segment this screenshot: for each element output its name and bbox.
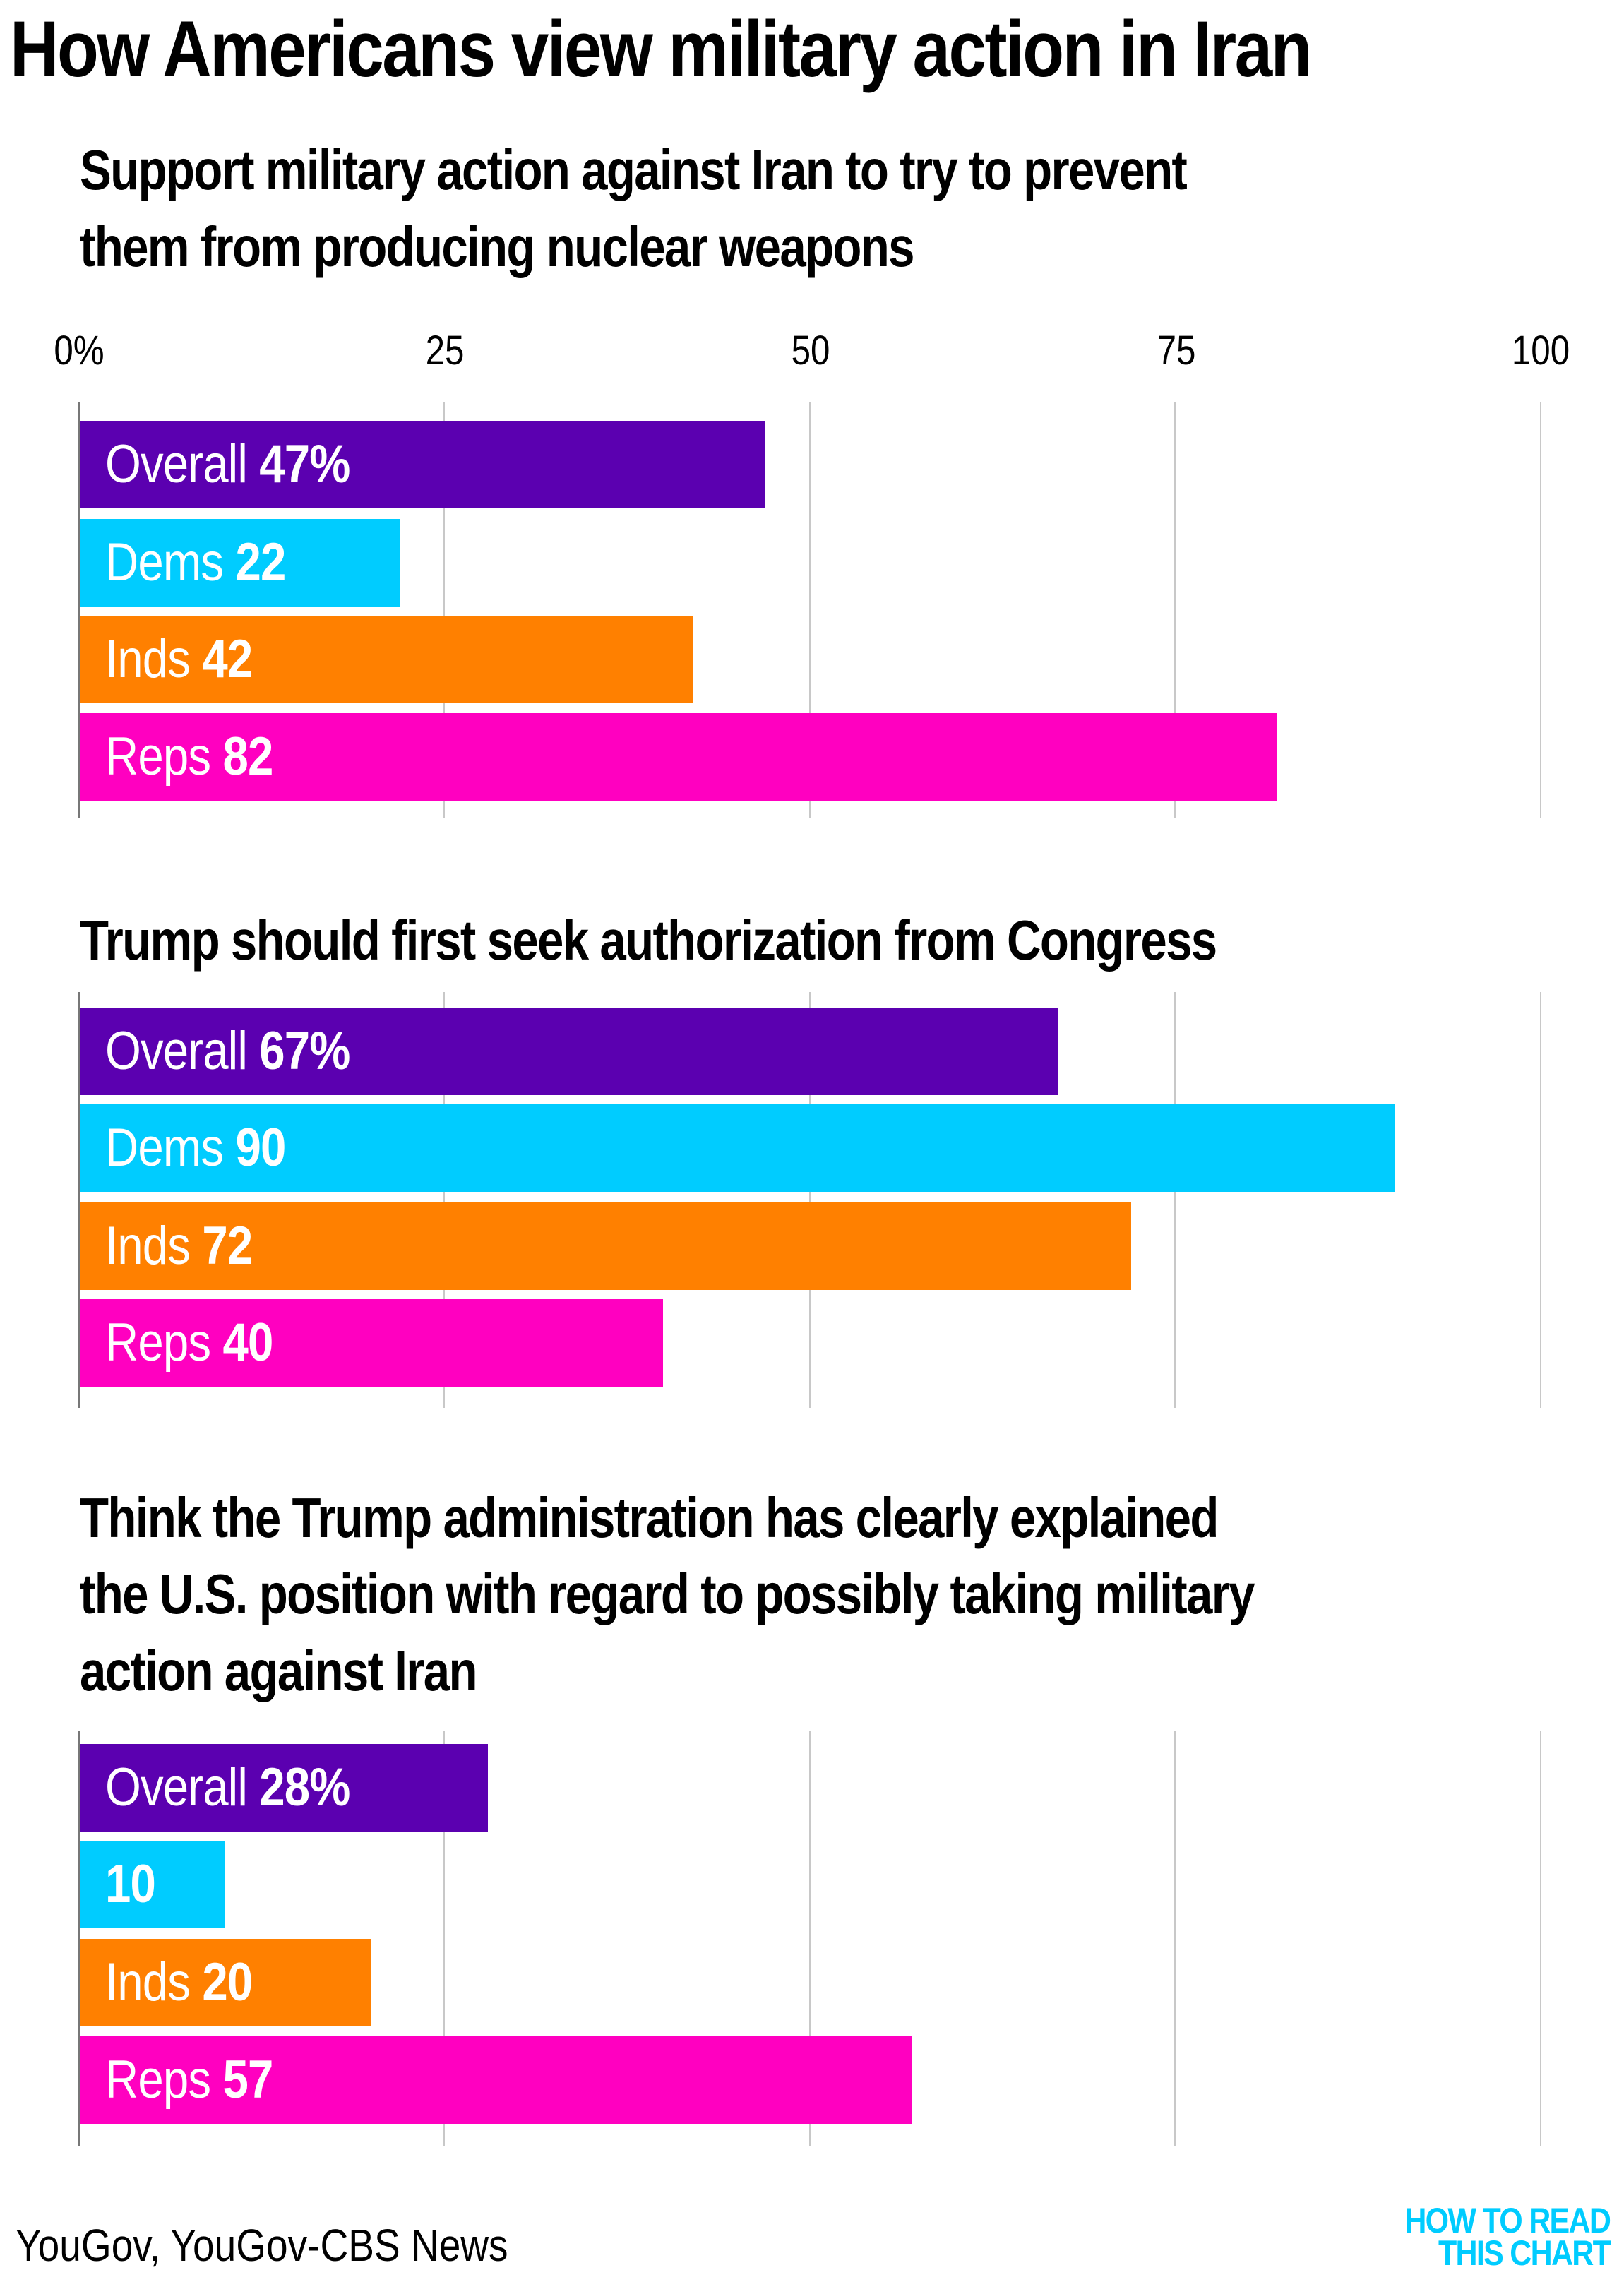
panel-2-title: Trump should first seek authorization fr… [80, 909, 1217, 972]
bar-overall [78, 421, 766, 508]
bar-label-dems: Dems 22 [105, 519, 286, 607]
value-label: 47% [259, 434, 350, 494]
value-label: 82 [222, 727, 273, 787]
x-tick-label-100: 100 [1511, 328, 1570, 374]
gridline-100 [1540, 402, 1541, 818]
bar-label-dems: 10 [105, 1841, 156, 1928]
panel-1-title-line-2: them from producing nuclear weapons [80, 215, 915, 278]
value-label: 40 [222, 1313, 273, 1373]
value-label: 20 [202, 1952, 253, 2012]
category-label: Dems [105, 532, 236, 592]
zero-axis-line [78, 402, 80, 818]
logo-line-1: HOW TO READ [1404, 2201, 1611, 2240]
gridline-100 [1540, 992, 1541, 1408]
bar-label-inds: Inds 42 [105, 616, 253, 703]
gridline-75 [1174, 992, 1176, 1408]
x-tick-label-25: 25 [425, 328, 465, 374]
gridline-25 [443, 1731, 445, 2146]
category-label: Inds [105, 629, 203, 689]
gridline-25 [443, 402, 445, 818]
panel-3-title-line-3: action against Iran [80, 1639, 478, 1702]
x-tick-label-0: 0% [54, 328, 105, 374]
bar-label-reps: Reps 57 [105, 2036, 273, 2124]
category-label: Reps [105, 1313, 223, 1373]
bar-reps [78, 2036, 912, 2124]
category-label: Inds [105, 1952, 203, 2012]
bar-label-reps: Reps 82 [105, 713, 273, 801]
category-label: Inds [105, 1216, 203, 1276]
value-label: 67% [259, 1021, 350, 1081]
bar-inds [78, 1939, 371, 2026]
main-title: How Americans view military action in Ir… [10, 5, 1312, 93]
category-label: Overall [105, 1757, 260, 1817]
x-tick-label-75: 75 [1157, 328, 1196, 374]
how-to-read-this-chart-logo: HOW TO READ THIS CHART [1404, 2201, 1611, 2273]
gridline-50 [808, 1731, 811, 2146]
panel-3-title-line-1: Think the Trump administration has clear… [80, 1486, 1219, 1549]
bar-overall [78, 1744, 488, 1832]
bar-reps [78, 713, 1278, 801]
zero-axis-line [78, 992, 80, 1408]
bar-inds [78, 616, 693, 703]
bar-label-overall: Overall 28% [105, 1744, 350, 1832]
bar-overall [78, 1008, 1058, 1095]
value-label: 10 [105, 1854, 156, 1914]
value-label: 57 [222, 2050, 273, 2110]
gridline-50 [808, 402, 811, 818]
category-label: Reps [105, 727, 223, 787]
bar-label-inds: Inds 72 [105, 1202, 253, 1290]
bar-label-reps: Reps 40 [105, 1299, 273, 1387]
bar-label-dems: Dems 90 [105, 1104, 286, 1192]
value-label: 42 [202, 629, 253, 689]
bar-dems [78, 519, 400, 607]
value-label: 28% [259, 1757, 350, 1817]
bar-dems [78, 1104, 1395, 1192]
bar-reps [78, 1299, 664, 1387]
gridline-75 [1174, 1731, 1176, 2146]
bar-label-overall: Overall 47% [105, 421, 350, 508]
logo-line-2: THIS CHART [1438, 2233, 1611, 2273]
bar-label-overall: Overall 67% [105, 1008, 350, 1095]
gridline-50 [808, 992, 811, 1408]
gridline-100 [1540, 1731, 1541, 2146]
panel-1-title-line-1: Support military action against Iran to … [80, 138, 1188, 201]
gridline-75 [1174, 402, 1176, 818]
bar-inds [78, 1202, 1132, 1290]
category-label: Overall [105, 434, 260, 494]
bar-label-inds: Inds 20 [105, 1939, 253, 2026]
zero-axis-line [78, 1731, 80, 2146]
bar-dems [78, 1841, 225, 1928]
value-label: 90 [235, 1118, 287, 1178]
source-note: YouGov, YouGov-CBS News [16, 2220, 508, 2271]
category-label: Dems [105, 1118, 236, 1178]
value-label: 22 [235, 532, 287, 592]
value-label: 72 [202, 1216, 253, 1276]
category-label: Reps [105, 2050, 223, 2110]
category-label: Overall [105, 1021, 260, 1081]
x-tick-label-50: 50 [791, 328, 830, 374]
gridline-25 [443, 992, 445, 1408]
panel-3-title-line-2: the U.S. position with regard to possibl… [80, 1563, 1255, 1625]
